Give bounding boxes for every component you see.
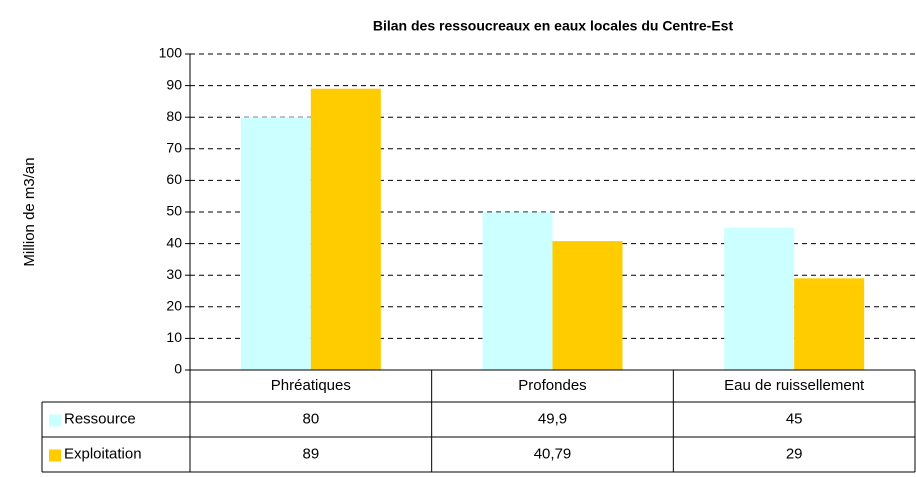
y-tick-label: 30 bbox=[166, 266, 182, 282]
table-cell: 80 bbox=[302, 410, 319, 427]
table-cell: 29 bbox=[786, 445, 803, 462]
bar bbox=[240, 117, 311, 370]
table-cell: 45 bbox=[786, 410, 803, 427]
legend-label: Exploitation bbox=[64, 445, 142, 462]
x-tick-label: Eau de ruissellement bbox=[724, 377, 865, 394]
chart-title: Bilan des ressoucreaux en eaux locales d… bbox=[373, 18, 734, 34]
bar bbox=[724, 227, 795, 370]
y-tick-label: 80 bbox=[166, 108, 182, 124]
bar bbox=[794, 278, 865, 370]
bar bbox=[310, 88, 381, 370]
legend-label: Ressource bbox=[64, 410, 136, 427]
table-cell: 89 bbox=[302, 445, 319, 462]
y-tick-label: 70 bbox=[166, 140, 182, 156]
y-tick-label: 0 bbox=[174, 361, 182, 377]
x-tick-label: Profondes bbox=[518, 377, 586, 394]
y-tick-label: 40 bbox=[166, 234, 182, 250]
y-tick-label: 60 bbox=[166, 171, 182, 187]
y-axis-label: Million de m3/an bbox=[21, 157, 38, 266]
y-tick-label: 50 bbox=[166, 203, 182, 219]
bar bbox=[552, 241, 623, 370]
table-cell: 49,9 bbox=[538, 410, 567, 427]
bar bbox=[482, 212, 553, 370]
y-tick-label: 20 bbox=[166, 298, 182, 314]
y-tick-label: 10 bbox=[166, 329, 182, 345]
legend-swatch bbox=[49, 414, 61, 427]
y-tick-label: 90 bbox=[166, 76, 182, 92]
x-tick-label: Phréatiques bbox=[271, 377, 351, 394]
legend-swatch bbox=[49, 449, 61, 462]
y-tick-label: 100 bbox=[159, 45, 183, 61]
table-cell: 40,79 bbox=[534, 445, 572, 462]
